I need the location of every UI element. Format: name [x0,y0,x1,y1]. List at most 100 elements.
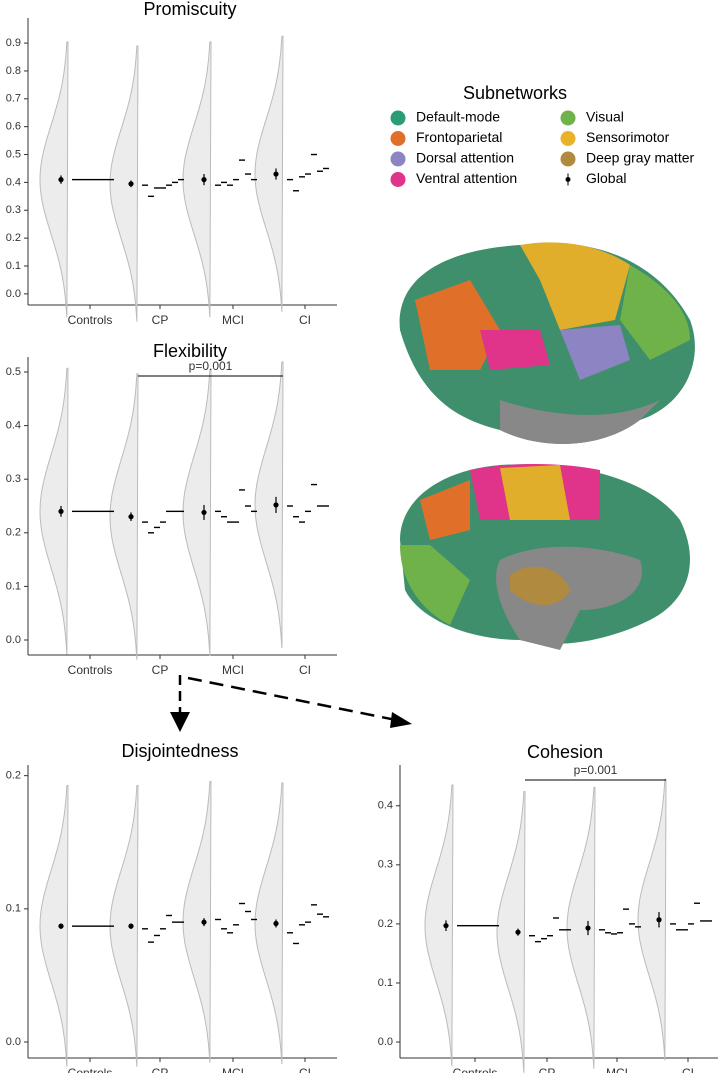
violin [182,41,212,318]
global-mean [128,181,134,187]
x-tick-label: CI [682,1066,694,1073]
y-tick-label: 0.2 [6,232,21,244]
legend-label: Visual [586,109,624,125]
x-tick-label: CP [152,1066,169,1073]
legend-key [560,151,576,167]
y-tick-label: 0.8 [6,65,21,77]
x-tick-label: CI [299,1066,311,1073]
violin [637,778,667,1061]
global-mean [201,919,207,925]
legend-key [390,151,406,167]
x-tick-label: CI [299,313,311,327]
violin [254,782,284,1065]
legend-label: Deep gray matter [586,150,694,166]
x-tick-label: CP [152,663,169,677]
legend-key [390,172,406,187]
legend-label: Global [586,170,626,186]
chart-title: Promiscuity [143,0,236,19]
annotation: p=0.001 [189,359,233,373]
x-tick-label: Controls [453,1066,498,1073]
x-tick-label: MCI [222,313,244,327]
chart-title: Disjointedness [121,741,238,761]
legend-label: Sensorimotor [586,129,670,145]
global-mean [273,502,279,508]
y-tick-label: 0.5 [6,366,21,378]
global-mean [128,923,134,929]
global-mean [201,509,207,516]
legend-key [390,110,406,126]
y-tick-label: 0.0 [6,1036,21,1048]
violin [496,790,526,1073]
global-mean [656,917,662,923]
legend-key [565,177,571,182]
legend-key [390,131,406,146]
y-tick-label: 0.1 [6,260,21,272]
y-tick-label: 0.1 [6,903,21,915]
y-tick-label: 0.4 [6,420,21,432]
global-mean [443,923,449,929]
y-tick-label: 0.4 [378,800,393,812]
chart-title: Cohesion [527,742,603,762]
legend-label: Dorsal attention [416,150,514,166]
y-tick-label: 0.2 [6,770,21,782]
violin [254,361,284,649]
violin [109,784,139,1067]
y-tick-label: 0.0 [6,288,21,300]
x-tick-label: MCI [606,1066,628,1073]
chart-title: Flexibility [153,341,227,361]
y-tick-label: 0.2 [378,918,393,930]
legend-key [560,110,576,126]
y-tick-label: 0.7 [6,93,21,105]
x-tick-label: MCI [222,663,244,677]
y-tick-label: 0.1 [6,580,21,592]
violin [39,367,69,655]
violin [254,35,284,312]
x-tick-label: CP [539,1066,556,1073]
legend: Default-mode Frontoparietal Dorsal attenti… [390,109,694,187]
global-mean [515,929,521,935]
violin [424,784,454,1067]
brain-lateral [399,242,695,444]
violin [109,45,139,322]
y-tick-label: 0.3 [6,473,21,485]
y-tick-label: 0.6 [6,121,21,133]
x-tick-label: Controls [68,1066,113,1073]
legend-label: Ventral attention [416,170,517,186]
brain-medial [400,464,690,650]
violin [109,373,139,660]
y-tick-label: 0.0 [6,634,21,646]
y-tick-label: 0.9 [6,37,21,49]
x-tick-label: MCI [222,1066,244,1073]
global-mean [128,514,134,520]
annotation: p=0.001 [574,763,618,777]
x-tick-label: Controls [68,663,113,677]
global-mean [201,177,207,183]
violin [566,786,596,1069]
global-mean [58,923,64,929]
violin [182,368,212,656]
global-mean [273,171,279,177]
x-tick-label: CP [152,313,169,327]
y-tick-label: 0.3 [378,859,393,871]
violin [39,41,69,318]
global-mean [58,177,64,183]
global-mean [273,920,279,927]
legend-label: Default-mode [416,109,500,125]
legend-label: Frontoparietal [416,129,502,145]
global-mean [58,508,64,514]
violin [39,784,69,1067]
y-tick-label: 0.1 [378,977,393,989]
y-tick-label: 0.2 [6,527,21,539]
violin [182,780,212,1063]
x-tick-label: CI [299,663,311,677]
arrows [170,675,412,732]
y-tick-label: 0.4 [6,176,21,188]
legend-title: Subnetworks [463,83,567,103]
y-tick-label: 0.3 [6,204,21,216]
x-tick-label: Controls [68,313,113,327]
legend-key [560,131,576,146]
global-mean [585,925,591,931]
y-tick-label: 0.0 [378,1036,393,1048]
y-tick-label: 0.5 [6,148,21,160]
